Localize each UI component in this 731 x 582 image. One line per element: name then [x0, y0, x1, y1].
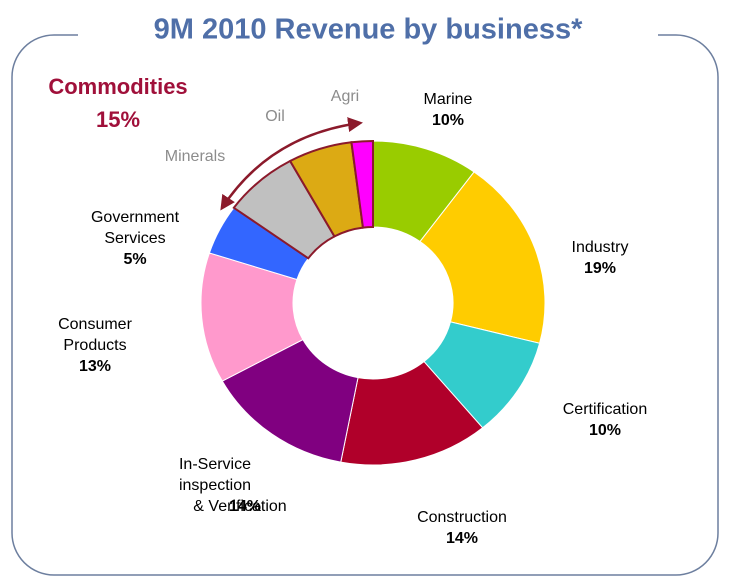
category-label: Agri: [331, 88, 359, 105]
commodities-arrow: [220, 117, 363, 211]
category-label: Marine: [424, 91, 473, 108]
title-background: [78, 10, 658, 52]
value-label: 10%: [432, 112, 464, 129]
category-label: Construction: [417, 509, 507, 526]
category-label: Products: [63, 337, 126, 354]
value-label: 19%: [584, 260, 616, 277]
category-label: Industry: [572, 239, 629, 256]
category-label: Government: [91, 209, 180, 226]
donut-segment: [419, 171, 546, 344]
annotation-text: Commodities: [48, 74, 187, 99]
value-label: 14%: [229, 498, 261, 515]
category-label: & Verification: [193, 498, 286, 515]
category-label: In-Service: [179, 456, 251, 473]
category-label: Consumer: [58, 316, 132, 333]
category-label: Minerals: [165, 148, 225, 165]
value-label: 10%: [589, 422, 621, 439]
category-label: Certification: [563, 401, 647, 418]
annotation-label: 15%: [96, 107, 140, 132]
value-label: 13%: [79, 358, 111, 375]
category-label: inspection: [179, 477, 251, 494]
category-label: Services: [104, 230, 165, 247]
category-label: Oil: [265, 108, 285, 125]
donut-segment: [350, 139, 374, 229]
chart-title: 9M 2010 Revenue by business*: [154, 14, 583, 46]
value-label: 5%: [123, 251, 146, 268]
value-label: 14%: [446, 530, 478, 547]
